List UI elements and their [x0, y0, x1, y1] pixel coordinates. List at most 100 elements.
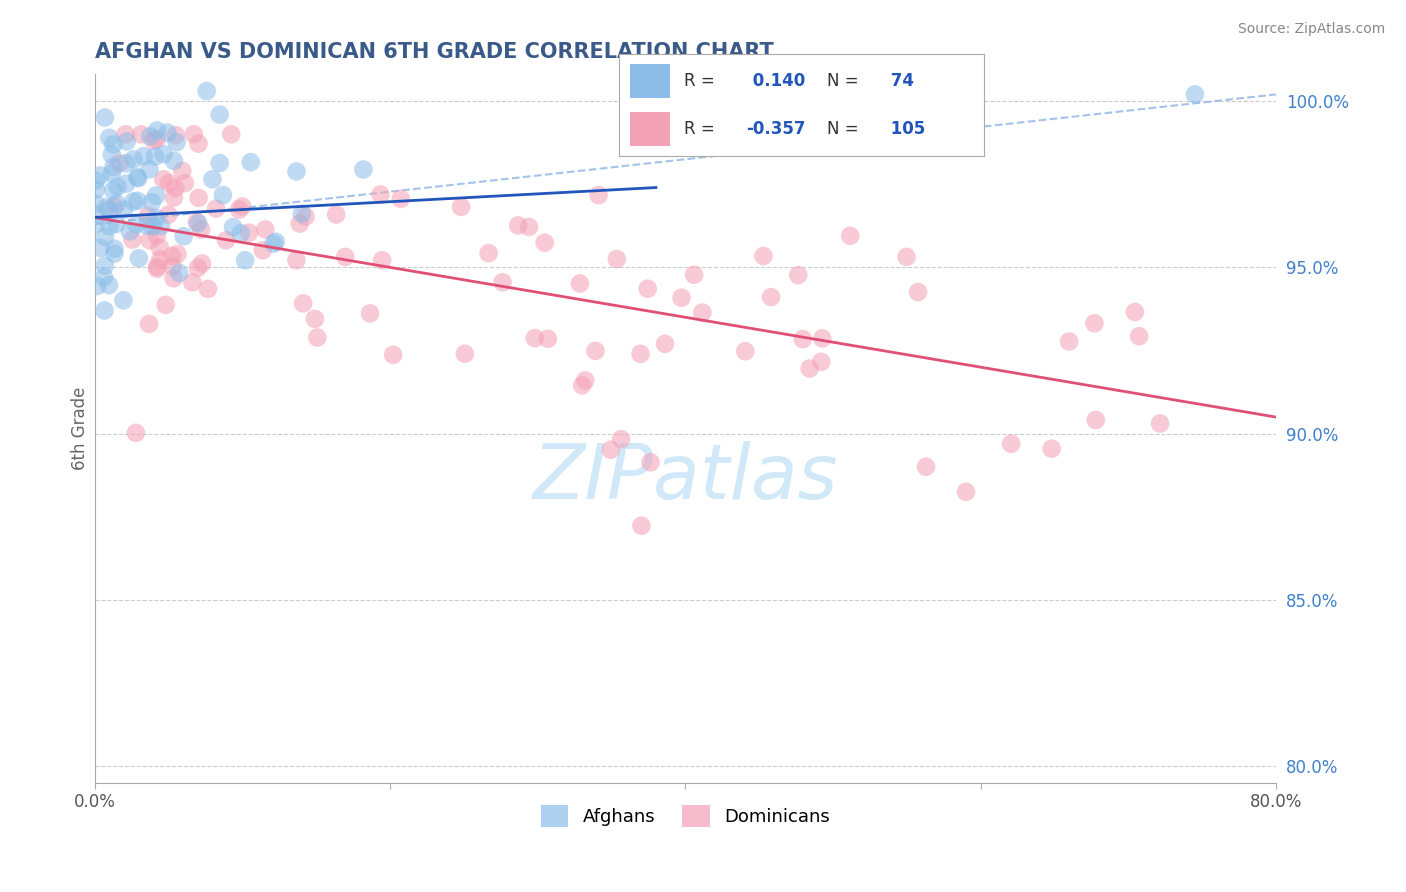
- Point: [264, 235, 287, 249]
- Point: [450, 200, 472, 214]
- Point: [167, 266, 190, 280]
- Point: [138, 317, 160, 331]
- Point: [139, 129, 162, 144]
- Point: [122, 194, 145, 209]
- Point: [183, 128, 205, 142]
- Point: [294, 210, 316, 224]
- Point: [537, 332, 560, 346]
- Point: [163, 153, 186, 168]
- Point: [1184, 87, 1206, 102]
- Point: [654, 336, 676, 351]
- Point: [138, 162, 160, 177]
- Point: [215, 233, 238, 247]
- Point: [103, 200, 125, 214]
- Point: [105, 196, 128, 211]
- Point: [187, 136, 209, 151]
- Y-axis label: 6th Grade: 6th Grade: [72, 387, 89, 470]
- Point: [165, 128, 187, 143]
- Point: [335, 250, 357, 264]
- Point: [127, 170, 149, 185]
- Point: [759, 290, 782, 304]
- Point: [114, 128, 136, 142]
- Point: [955, 484, 977, 499]
- Point: [103, 242, 125, 256]
- Point: [86, 279, 108, 293]
- Point: [105, 217, 128, 231]
- Point: [173, 176, 195, 190]
- Text: N =: N =: [827, 71, 863, 90]
- Point: [197, 282, 219, 296]
- Point: [263, 236, 285, 251]
- Point: [508, 219, 530, 233]
- Point: [112, 202, 135, 217]
- Point: [149, 252, 172, 267]
- Point: [112, 293, 135, 308]
- Legend: Afghans, Dominicans: Afghans, Dominicans: [534, 797, 837, 834]
- Point: [683, 268, 706, 282]
- Text: R =: R =: [685, 71, 720, 90]
- Point: [285, 253, 308, 268]
- Point: [187, 191, 209, 205]
- Point: [98, 131, 121, 145]
- Point: [128, 252, 150, 266]
- Point: [129, 128, 152, 142]
- Point: [162, 271, 184, 285]
- Point: [84, 182, 107, 196]
- Point: [100, 147, 122, 161]
- Point: [325, 207, 347, 221]
- Point: [239, 155, 262, 169]
- Text: Source: ZipAtlas.com: Source: ZipAtlas.com: [1237, 22, 1385, 37]
- Point: [103, 137, 125, 152]
- Point: [84, 174, 107, 188]
- Point: [96, 200, 118, 214]
- Point: [352, 162, 374, 177]
- Point: [799, 361, 821, 376]
- Point: [896, 250, 918, 264]
- Bar: [630, 64, 669, 97]
- Point: [132, 149, 155, 163]
- Point: [839, 228, 862, 243]
- Point: [610, 432, 633, 446]
- Point: [523, 331, 546, 345]
- Point: [118, 224, 141, 238]
- Point: [637, 282, 659, 296]
- Point: [599, 442, 621, 457]
- Point: [108, 156, 131, 170]
- Text: 74: 74: [886, 71, 914, 90]
- Point: [304, 311, 326, 326]
- Point: [115, 156, 138, 170]
- Point: [190, 222, 212, 236]
- Text: N =: N =: [827, 120, 863, 138]
- Point: [139, 233, 162, 247]
- Point: [191, 256, 214, 270]
- Point: [574, 374, 596, 388]
- Point: [141, 195, 163, 210]
- Point: [231, 199, 253, 213]
- Point: [125, 425, 148, 440]
- Point: [127, 171, 149, 186]
- Point: [107, 179, 129, 194]
- Point: [103, 246, 125, 260]
- Point: [787, 268, 810, 282]
- Point: [205, 202, 228, 216]
- Point: [1040, 442, 1063, 456]
- Point: [359, 306, 381, 320]
- Point: [201, 172, 224, 186]
- Point: [145, 188, 167, 202]
- Point: [157, 176, 180, 190]
- Bar: [630, 112, 669, 145]
- Point: [671, 291, 693, 305]
- Point: [692, 305, 714, 319]
- Point: [136, 219, 159, 233]
- Point: [89, 241, 111, 255]
- Point: [1000, 437, 1022, 451]
- Point: [101, 166, 124, 180]
- Point: [146, 123, 169, 137]
- Point: [630, 518, 652, 533]
- Point: [195, 84, 218, 98]
- Point: [149, 240, 172, 254]
- Point: [371, 253, 394, 268]
- Point: [152, 147, 174, 161]
- Point: [585, 343, 607, 358]
- Point: [571, 378, 593, 392]
